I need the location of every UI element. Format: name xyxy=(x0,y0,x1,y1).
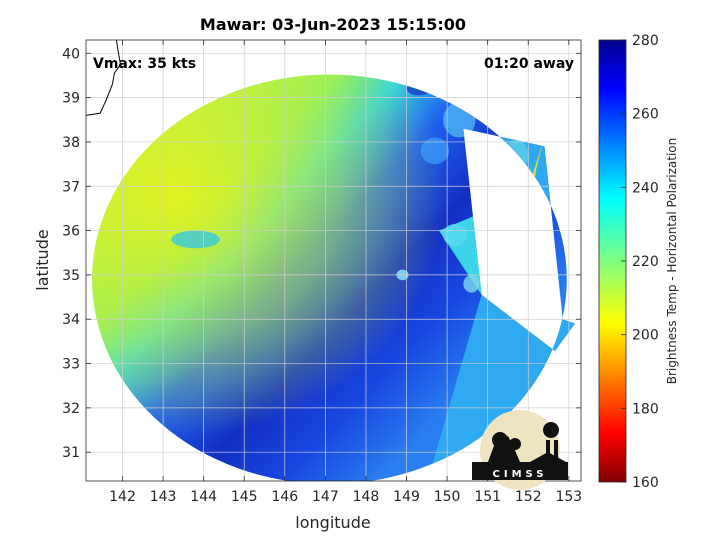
colorbar-tick-label: 160 xyxy=(632,475,659,491)
y-tick-label: 40 xyxy=(62,46,80,62)
y-tick-label: 32 xyxy=(62,401,80,417)
cloud-feature xyxy=(171,230,220,249)
x-tick-label: 147 xyxy=(312,489,339,505)
x-tick-label: 145 xyxy=(231,489,258,505)
x-tick-label: 152 xyxy=(515,489,542,505)
colorbar-tick-label: 280 xyxy=(632,33,659,49)
x-tick-label: 150 xyxy=(434,489,461,505)
cloud-feature xyxy=(443,223,468,247)
colorbar-tick-label: 180 xyxy=(632,401,659,417)
y-tick-label: 31 xyxy=(62,445,80,461)
y-axis-ticks: 31 32 33 34 35 36 37 38 39 40 xyxy=(62,46,581,461)
y-tick-label: 35 xyxy=(62,268,80,284)
vmax-annotation: Vmax: 35 kts xyxy=(93,56,196,72)
x-tick-label: 142 xyxy=(109,489,136,505)
x-tick-label: 153 xyxy=(555,489,582,505)
y-tick-label: 36 xyxy=(62,224,80,240)
x-tick-label: 144 xyxy=(190,489,217,505)
x-tick-label: 149 xyxy=(393,489,420,505)
colorbar-label: Brightness Temp - Horizontal Polarizatio… xyxy=(665,138,679,385)
x-tick-label: 146 xyxy=(271,489,298,505)
time-away-annotation: 01:20 away xyxy=(484,56,574,72)
coastline xyxy=(86,40,122,116)
cloud-feature xyxy=(420,137,450,165)
colorbar-tick-label: 260 xyxy=(632,107,659,123)
y-tick-label: 39 xyxy=(62,91,80,107)
x-tick-label: 148 xyxy=(353,489,380,505)
y-tick-label: 33 xyxy=(62,357,80,373)
x-tick-label: 151 xyxy=(474,489,501,505)
x-axis-ticks: 142 143 144 145 146 147 148 149 150 151 152 153 xyxy=(109,40,582,505)
grid-lines xyxy=(86,40,581,481)
colorbar-tick-label: 240 xyxy=(632,180,659,196)
x-tick-label: 143 xyxy=(150,489,177,505)
x-axis-label: longitude xyxy=(295,513,370,532)
colorbar-ticks: 160 180 200 220 240 260 280 xyxy=(621,33,659,491)
cloud-feature xyxy=(463,274,480,293)
cimss-logo: CIMSS xyxy=(472,410,568,490)
chart-title: Mawar: 03-Jun-2023 15:15:00 xyxy=(200,15,466,34)
y-tick-label: 34 xyxy=(62,312,80,328)
cimss-logo-text: CIMSS xyxy=(493,469,548,480)
colorbar-tick-label: 220 xyxy=(632,254,659,270)
y-tick-label: 37 xyxy=(62,179,80,195)
axes-frame xyxy=(85,39,582,482)
colorbar-tick-label: 200 xyxy=(632,328,659,344)
y-tick-label: 38 xyxy=(62,135,80,151)
y-axis-label: latitude xyxy=(33,229,52,290)
